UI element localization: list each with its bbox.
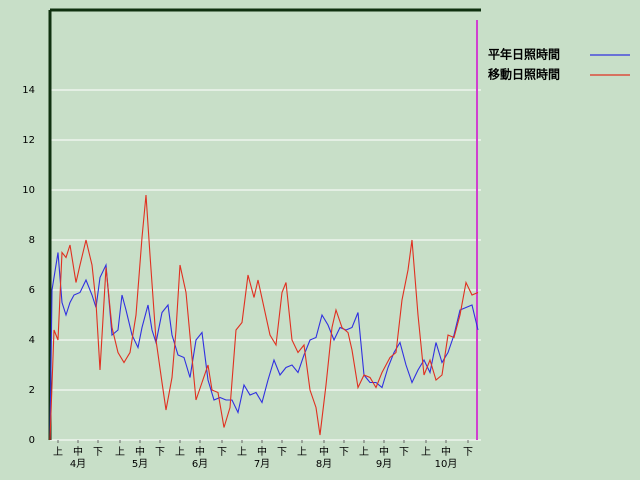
x-tick-label: 下 (155, 447, 165, 458)
x-tick-label: 下 (277, 447, 287, 458)
month-label: 4月 (70, 458, 86, 470)
series-line (49, 252, 479, 441)
y-tick-label: 10 (22, 185, 35, 196)
month-label: 5月 (132, 458, 148, 470)
y-tick-label: 6 (29, 285, 35, 296)
month-label: 7月 (254, 458, 270, 470)
x-tick-label: 中 (441, 445, 451, 458)
month-label: 9月 (376, 458, 392, 470)
legend-label: 平年日照時間 (488, 47, 560, 62)
y-tick-label: 0 (29, 435, 35, 446)
y-tick-label: 14 (22, 85, 35, 96)
x-tick-label: 中 (319, 445, 329, 458)
month-label: 6月 (192, 458, 208, 470)
month-label: 10月 (435, 458, 458, 470)
x-tick-label: 中 (195, 445, 205, 458)
x-tick-label: 下 (339, 447, 349, 458)
y-tick-label: 4 (29, 335, 35, 346)
x-tick-label: 上 (53, 446, 63, 458)
month-label: 8月 (316, 458, 332, 470)
y-tick-label: 12 (22, 135, 35, 146)
x-tick-label: 上 (421, 446, 431, 458)
x-tick-label: 上 (297, 446, 307, 458)
x-tick-label: 下 (217, 447, 227, 458)
x-tick-label: 中 (73, 445, 83, 458)
y-tick-label: 2 (29, 385, 35, 396)
x-tick-label: 中 (135, 445, 145, 458)
series-line (49, 194, 479, 441)
x-tick-label: 下 (399, 447, 409, 458)
x-tick-label: 中 (379, 445, 389, 458)
y-tick-label: 8 (29, 235, 35, 246)
x-tick-label: 下 (93, 447, 103, 458)
x-tick-label: 下 (463, 447, 473, 458)
x-tick-label: 中 (257, 445, 267, 458)
legend-label: 移動日照時間 (488, 67, 560, 82)
x-tick-label: 上 (175, 446, 185, 458)
x-tick-label: 上 (237, 446, 247, 458)
x-tick-label: 上 (115, 446, 125, 458)
x-tick-label: 上 (359, 446, 369, 458)
